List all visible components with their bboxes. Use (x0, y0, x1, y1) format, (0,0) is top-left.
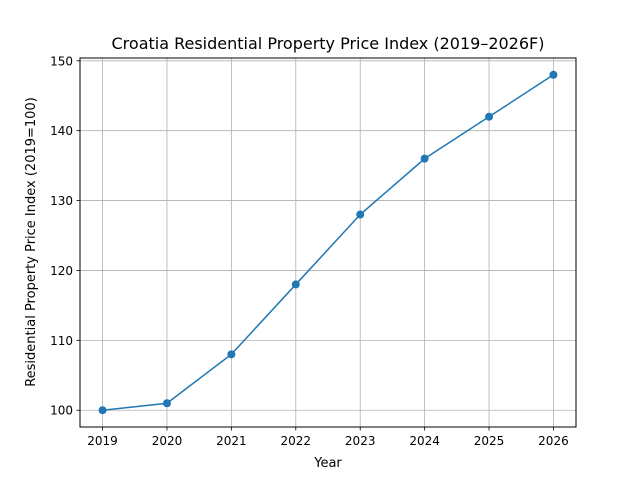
x-tick-label: 2024 (409, 434, 440, 448)
ticks: 2019 2020 2021 2022 2023 2024 2025 2026 100 110 12… (50, 54, 569, 448)
data-point-2020 (162, 399, 171, 408)
x-tick-label: 2023 (345, 434, 376, 448)
series (98, 70, 558, 415)
data-point-2023 (356, 210, 365, 219)
data-point-2021 (227, 350, 236, 359)
data-point-2019 (98, 406, 107, 415)
series-line (102, 74, 554, 411)
y-tick-label: 120 (50, 264, 73, 278)
chart-title: Croatia Residential Property Price Index… (112, 34, 545, 53)
data-point-2024 (420, 154, 429, 163)
x-axis-label: Year (313, 456, 342, 471)
data-point-2022 (291, 280, 300, 289)
data-point-2026 (549, 70, 558, 79)
y-tick-label: 100 (50, 404, 73, 418)
y-tick-label: 110 (50, 334, 73, 348)
data-point-2025 (485, 112, 494, 121)
axes-frame (79, 57, 577, 428)
x-tick-label: 2025 (474, 434, 505, 448)
y-tick-label: 130 (50, 194, 73, 208)
y-tick-label: 150 (50, 54, 73, 68)
grid (80, 58, 576, 427)
x-tick-label: 2019 (87, 434, 118, 448)
x-tick-label: 2022 (281, 434, 312, 448)
x-tick-label: 2026 (538, 434, 569, 448)
y-axis-label: Residential Property Price Index (2019=1… (24, 97, 39, 387)
x-tick-label: 2021 (216, 434, 247, 448)
y-tick-label: 140 (50, 124, 73, 138)
x-tick-label: 2020 (152, 434, 183, 448)
